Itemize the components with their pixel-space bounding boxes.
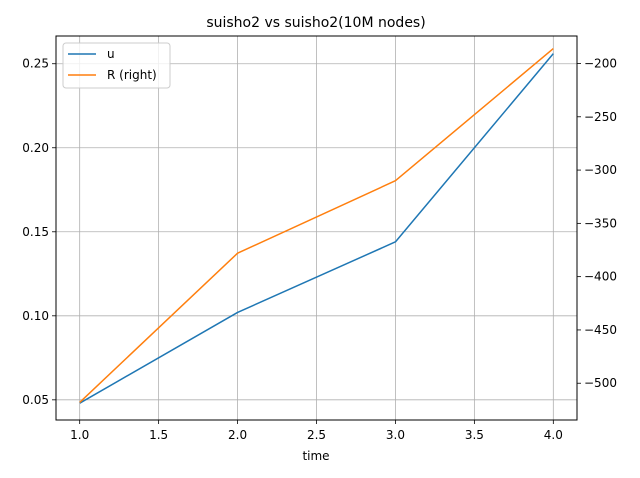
y-right-tick-label: −400 (584, 270, 617, 284)
y-right-tick-label: −500 (584, 376, 617, 390)
x-tick-label: 2.5 (307, 428, 326, 442)
legend-label-u: u (107, 47, 115, 61)
y-left-tick-label: 0.20 (22, 141, 49, 155)
y-right-tick-label: −200 (584, 56, 617, 70)
x-tick-label: 4.0 (544, 428, 563, 442)
x-axis-label: time (302, 449, 329, 463)
x-tick-label: 3.0 (386, 428, 405, 442)
legend-label-r: R (right) (107, 68, 157, 82)
y-right-tick-label: −300 (584, 163, 617, 177)
y-left-tick-label: 0.10 (22, 309, 49, 323)
x-tick-label: 1.0 (70, 428, 89, 442)
chart-title: suisho2 vs suisho2(10M nodes) (206, 15, 425, 31)
y-axis-left: 0.05 0.10 0.15 0.20 0.25 (22, 57, 56, 407)
y-right-tick-label: −350 (584, 216, 617, 230)
y-right-tick-label: −450 (584, 323, 617, 337)
y-axis-right: −200 −250 −300 −350 −400 −450 −500 (577, 56, 617, 390)
y-left-tick-label: 0.05 (22, 393, 49, 407)
x-tick-label: 1.5 (149, 428, 168, 442)
x-tick-label: 3.5 (465, 428, 484, 442)
x-tick-label: 2.0 (228, 428, 247, 442)
y-left-tick-label: 0.15 (22, 225, 49, 239)
series-line-r (79, 48, 554, 403)
y-right-tick-label: −250 (584, 110, 617, 124)
legend: u R (right) (62, 42, 171, 89)
series-lines (79, 48, 554, 404)
y-left-tick-label: 0.25 (22, 57, 49, 71)
x-axis: 1.0 1.5 2.0 2.5 3.0 3.5 4.0 (70, 420, 563, 442)
series-line-u (79, 53, 554, 404)
